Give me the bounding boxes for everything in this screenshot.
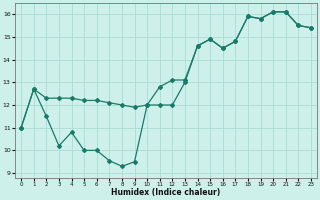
X-axis label: Humidex (Indice chaleur): Humidex (Indice chaleur) — [111, 188, 221, 197]
